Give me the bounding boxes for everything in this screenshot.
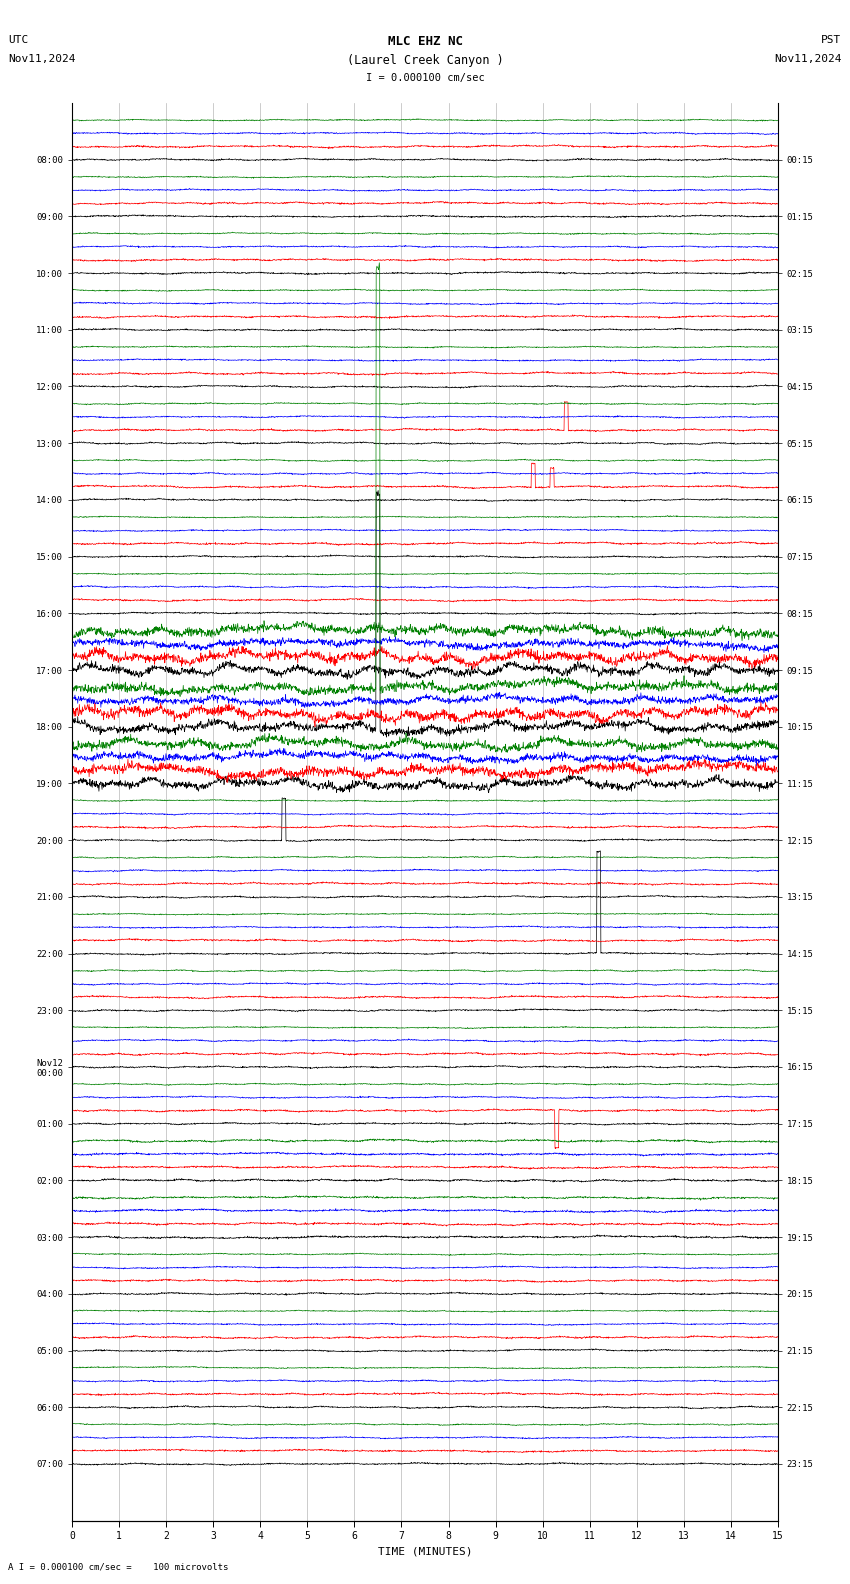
Text: I = 0.000100 cm/sec: I = 0.000100 cm/sec [366, 73, 484, 82]
Text: A I = 0.000100 cm/sec =    100 microvolts: A I = 0.000100 cm/sec = 100 microvolts [8, 1562, 229, 1571]
Text: Nov11,2024: Nov11,2024 [774, 54, 842, 63]
Text: (Laurel Creek Canyon ): (Laurel Creek Canyon ) [347, 54, 503, 67]
X-axis label: TIME (MINUTES): TIME (MINUTES) [377, 1546, 473, 1557]
Text: UTC: UTC [8, 35, 29, 44]
Text: PST: PST [821, 35, 842, 44]
Text: Nov11,2024: Nov11,2024 [8, 54, 76, 63]
Text: MLC EHZ NC: MLC EHZ NC [388, 35, 462, 48]
